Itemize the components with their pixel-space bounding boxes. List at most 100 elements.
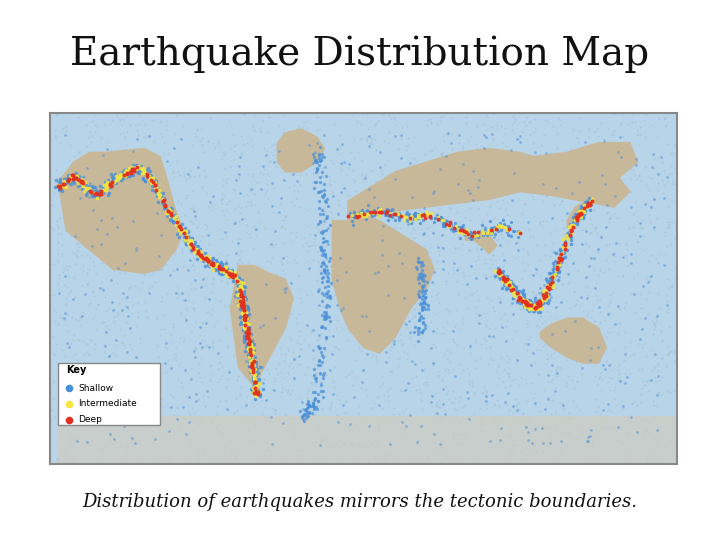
- Point: [119, 169, 130, 178]
- Point: [251, 375, 262, 383]
- Point: [268, 242, 279, 251]
- Point: [567, 221, 579, 230]
- Point: [357, 109, 369, 118]
- Point: [442, 222, 454, 231]
- Point: [231, 273, 243, 281]
- Point: [316, 322, 328, 331]
- Point: [660, 227, 671, 236]
- Point: [443, 220, 454, 229]
- Point: [194, 339, 206, 347]
- Point: [73, 176, 85, 184]
- Point: [590, 222, 602, 231]
- Point: [212, 261, 224, 269]
- Point: [541, 288, 552, 296]
- Point: [595, 157, 607, 166]
- Point: [527, 307, 539, 315]
- Point: [68, 172, 80, 180]
- Point: [72, 112, 84, 121]
- Point: [243, 347, 255, 355]
- Point: [180, 366, 192, 375]
- Point: [238, 298, 249, 307]
- Point: [410, 281, 421, 289]
- Point: [235, 280, 246, 288]
- Point: [228, 284, 240, 292]
- Point: [217, 269, 229, 278]
- Point: [238, 302, 249, 311]
- Point: [305, 402, 317, 410]
- Point: [194, 416, 206, 424]
- Point: [201, 341, 212, 349]
- Point: [242, 328, 253, 337]
- Point: [485, 202, 496, 211]
- Point: [308, 402, 320, 411]
- Point: [423, 429, 434, 438]
- Point: [77, 195, 89, 204]
- Point: [469, 338, 480, 347]
- Point: [134, 395, 145, 404]
- Point: [414, 270, 426, 279]
- Point: [241, 332, 253, 340]
- Point: [271, 209, 283, 218]
- Point: [252, 389, 264, 398]
- Point: [338, 184, 350, 192]
- Point: [187, 237, 199, 246]
- Point: [104, 181, 116, 190]
- Point: [248, 388, 260, 397]
- Point: [248, 402, 260, 411]
- Point: [369, 199, 381, 208]
- Point: [246, 359, 258, 368]
- Point: [109, 436, 121, 445]
- Point: [502, 281, 513, 289]
- Point: [247, 388, 258, 396]
- Point: [251, 456, 263, 464]
- Point: [508, 168, 520, 177]
- Point: [313, 343, 325, 352]
- Point: [97, 183, 109, 192]
- Point: [73, 316, 84, 325]
- Point: [456, 224, 467, 232]
- Point: [108, 171, 120, 180]
- Point: [245, 346, 256, 354]
- Point: [433, 395, 444, 404]
- Point: [53, 273, 64, 282]
- Point: [195, 123, 207, 132]
- Point: [112, 310, 124, 319]
- Point: [315, 348, 326, 356]
- Point: [598, 137, 610, 146]
- Point: [245, 316, 256, 325]
- Point: [313, 301, 325, 310]
- Point: [603, 140, 615, 149]
- Point: [552, 259, 563, 268]
- Point: [134, 416, 145, 424]
- Point: [197, 254, 209, 263]
- Point: [377, 208, 389, 217]
- Point: [641, 376, 652, 385]
- Point: [585, 148, 596, 157]
- Point: [188, 245, 199, 254]
- Point: [143, 259, 154, 268]
- Point: [241, 341, 253, 349]
- Point: [222, 341, 234, 349]
- Point: [53, 181, 64, 190]
- Point: [126, 170, 138, 179]
- Point: [190, 458, 202, 467]
- Point: [341, 395, 352, 404]
- Point: [145, 171, 156, 179]
- Point: [574, 205, 585, 214]
- Point: [623, 261, 634, 269]
- Point: [392, 145, 403, 153]
- Point: [102, 178, 113, 186]
- Point: [534, 299, 545, 308]
- Point: [520, 299, 531, 308]
- Point: [336, 252, 347, 260]
- Point: [248, 357, 259, 366]
- Point: [533, 322, 544, 331]
- Point: [106, 297, 117, 306]
- Point: [418, 277, 430, 286]
- Point: [114, 169, 126, 178]
- Point: [145, 422, 156, 430]
- Point: [415, 283, 427, 292]
- Point: [243, 314, 255, 322]
- Point: [425, 117, 436, 126]
- Point: [409, 360, 420, 369]
